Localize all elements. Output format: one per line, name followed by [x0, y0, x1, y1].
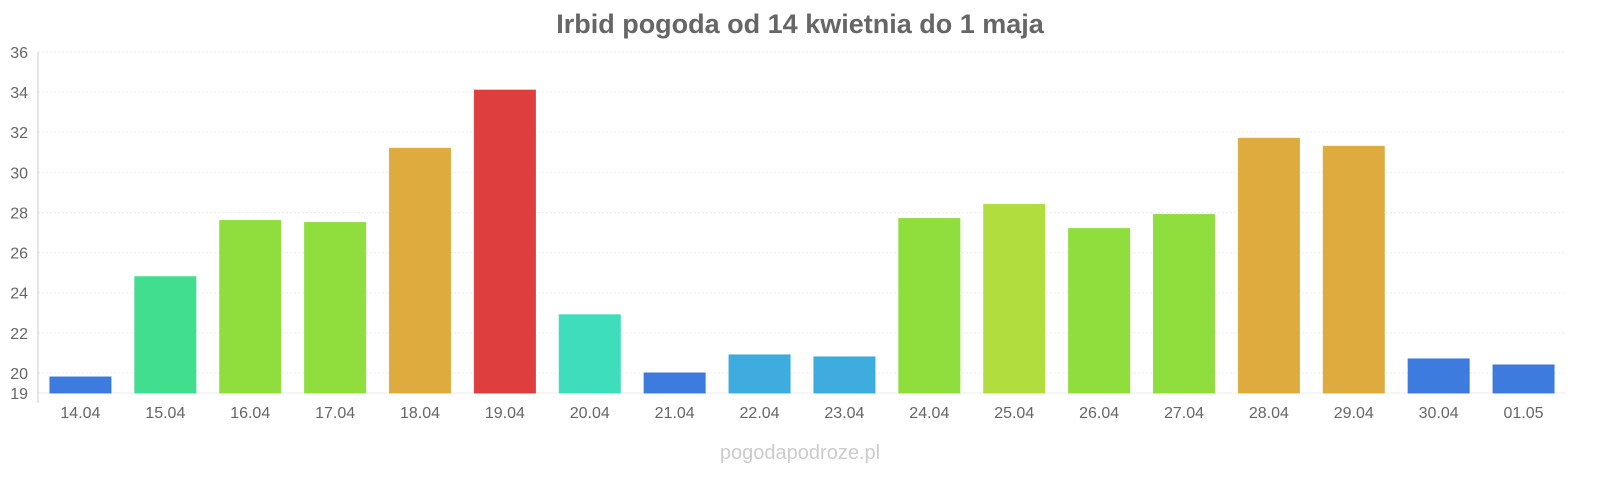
bar-19.04[interactable] — [473, 89, 536, 394]
x-tick-label: 19.04 — [485, 405, 525, 422]
x-tick-label: 20.04 — [570, 405, 610, 422]
x-tick-label: 23.04 — [824, 405, 864, 422]
x-tick-label: 14.04 — [60, 405, 100, 422]
x-tick-label: 16.04 — [230, 405, 270, 422]
x-tick-label: 28.04 — [1249, 405, 1289, 422]
site-credit: pogodapodroze.pl — [720, 442, 880, 464]
x-tick-label: 29.04 — [1334, 405, 1374, 422]
y-tick-label: 26 — [10, 246, 28, 263]
x-tick-label: 21.04 — [655, 405, 695, 422]
bar-24.04[interactable] — [898, 217, 961, 394]
y-tick-label: 36 — [10, 45, 28, 62]
x-tick-label: 17.04 — [315, 405, 355, 422]
bar-21.04[interactable] — [643, 372, 706, 394]
x-tick-label: 30.04 — [1419, 405, 1459, 422]
x-tick-label: 18.04 — [400, 405, 440, 422]
bar-23.04[interactable] — [813, 356, 876, 394]
bar-30.04[interactable] — [1407, 358, 1470, 394]
bar-27.04[interactable] — [1152, 213, 1216, 394]
y-tick-label: 19 — [10, 386, 28, 403]
x-tick-label: 26.04 — [1079, 405, 1119, 422]
bar-28.04[interactable] — [1237, 137, 1300, 394]
bar-17.04[interactable] — [304, 222, 367, 394]
x-tick-label: 24.04 — [909, 405, 949, 422]
y-tick-label: 34 — [10, 85, 28, 102]
y-tick-label: 30 — [10, 165, 28, 182]
bar-22.04[interactable] — [728, 354, 791, 394]
bar-16.04[interactable] — [219, 219, 282, 394]
bar-14.04[interactable] — [49, 376, 112, 394]
bar-15.04[interactable] — [134, 276, 197, 394]
bar-20.04[interactable] — [558, 314, 621, 394]
chart-title: Irbid pogoda od 14 kwietnia do 1 maja — [556, 9, 1045, 39]
x-tick-label: 25.04 — [994, 405, 1034, 422]
y-tick-label: 28 — [10, 205, 28, 222]
y-tick-label: 22 — [10, 326, 28, 343]
bar-26.04[interactable] — [1068, 228, 1131, 394]
bar-01.05[interactable] — [1492, 364, 1555, 394]
y-tick-label: 24 — [10, 286, 28, 303]
bar-25.04[interactable] — [983, 203, 1046, 394]
bar-29.04[interactable] — [1322, 145, 1385, 394]
x-tick-label: 22.04 — [740, 405, 780, 422]
y-tick-label: 32 — [10, 125, 28, 142]
bar-18.04[interactable] — [388, 147, 452, 394]
x-tick-label: 15.04 — [145, 405, 185, 422]
y-tick-label: 20 — [10, 366, 28, 383]
x-tick-label: 01.05 — [1504, 405, 1544, 422]
x-tick-label: 27.04 — [1164, 405, 1204, 422]
